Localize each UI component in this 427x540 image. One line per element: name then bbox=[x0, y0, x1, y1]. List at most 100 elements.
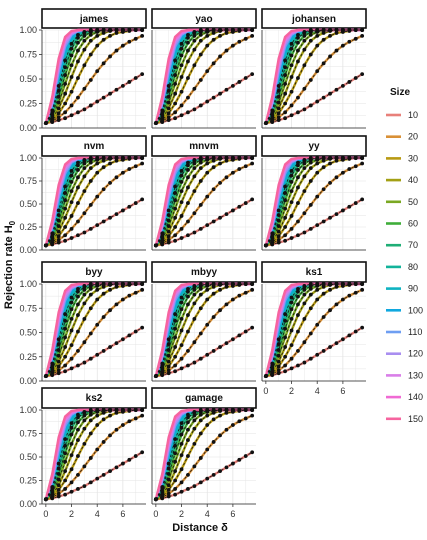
x-tick-label: 6 bbox=[230, 509, 235, 519]
y-axis-title-subscript: 0 bbox=[8, 220, 17, 225]
data-point bbox=[296, 33, 300, 37]
data-point bbox=[218, 161, 222, 166]
data-point bbox=[186, 420, 190, 425]
data-point bbox=[101, 37, 106, 42]
data-point bbox=[120, 461, 125, 466]
data-point bbox=[108, 282, 112, 286]
data-point bbox=[63, 469, 68, 473]
data-point bbox=[76, 286, 80, 291]
data-point bbox=[179, 295, 184, 300]
data-point bbox=[296, 76, 300, 80]
data-point bbox=[43, 121, 48, 125]
data-point bbox=[63, 116, 68, 121]
data-point bbox=[308, 179, 313, 183]
data-point bbox=[173, 206, 178, 211]
data-point bbox=[283, 326, 288, 331]
data-point bbox=[179, 307, 184, 312]
data-point bbox=[205, 413, 210, 418]
reference-line-30 bbox=[265, 283, 363, 377]
data-point bbox=[237, 39, 242, 44]
data-point bbox=[205, 43, 210, 48]
data-point bbox=[88, 282, 93, 286]
data-point bbox=[198, 38, 203, 43]
data-point bbox=[186, 313, 190, 317]
data-point bbox=[88, 408, 93, 412]
data-point bbox=[205, 352, 210, 357]
data-point bbox=[95, 423, 100, 427]
data-point bbox=[82, 157, 87, 162]
facet-panel-james: james 0.00 0.25 0.50 0.75 1.00 bbox=[19, 8, 147, 133]
data-point bbox=[63, 437, 68, 442]
data-point bbox=[302, 30, 307, 34]
data-point bbox=[276, 353, 281, 358]
data-point bbox=[347, 167, 352, 171]
data-point bbox=[218, 156, 222, 160]
reference-line-10 bbox=[45, 199, 143, 246]
data-point bbox=[76, 110, 80, 115]
data-point bbox=[166, 472, 171, 476]
data-point bbox=[56, 359, 61, 364]
data-point bbox=[101, 156, 106, 160]
data-point bbox=[328, 282, 332, 286]
data-point bbox=[315, 43, 320, 48]
data-point bbox=[95, 287, 100, 292]
data-point bbox=[114, 158, 119, 163]
data-point bbox=[69, 173, 74, 178]
data-point bbox=[302, 230, 307, 235]
data-point bbox=[224, 427, 229, 432]
data-point bbox=[308, 103, 313, 108]
data-point bbox=[186, 40, 190, 45]
data-point bbox=[192, 292, 197, 297]
data-point bbox=[179, 63, 184, 68]
data-point bbox=[302, 166, 307, 171]
data-point bbox=[186, 329, 190, 334]
facet-strip-label: mnvm bbox=[189, 141, 219, 152]
data-point bbox=[289, 63, 294, 68]
y-tick-label: 0.50 bbox=[19, 199, 37, 209]
data-point bbox=[69, 214, 74, 218]
data-point bbox=[160, 231, 165, 236]
data-point bbox=[296, 185, 300, 190]
y-tick-label: 0.25 bbox=[19, 476, 37, 486]
data-point bbox=[127, 80, 132, 84]
legend-label: 100 bbox=[408, 305, 423, 315]
data-point bbox=[63, 191, 68, 195]
data-point bbox=[140, 161, 145, 166]
data-point bbox=[69, 425, 74, 430]
data-point bbox=[308, 226, 313, 231]
data-point bbox=[230, 43, 235, 48]
data-point bbox=[88, 179, 93, 183]
data-point bbox=[283, 225, 288, 229]
data-point bbox=[95, 43, 100, 48]
data-point bbox=[166, 359, 171, 364]
data-point bbox=[283, 206, 288, 211]
data-point bbox=[63, 492, 68, 497]
data-point bbox=[82, 166, 87, 171]
data-point bbox=[296, 59, 300, 64]
data-point bbox=[179, 113, 184, 118]
data-point bbox=[347, 156, 352, 160]
reference-line-80 bbox=[45, 409, 143, 500]
data-point bbox=[186, 487, 190, 491]
data-point bbox=[347, 333, 352, 338]
y-tick-label: 1.00 bbox=[19, 405, 37, 415]
data-point bbox=[211, 417, 216, 422]
data-point bbox=[56, 234, 61, 239]
data-point bbox=[173, 326, 178, 331]
data-point bbox=[76, 76, 80, 80]
data-point bbox=[173, 65, 178, 70]
data-point bbox=[205, 69, 210, 74]
data-point bbox=[186, 233, 190, 238]
data-point bbox=[179, 236, 184, 240]
data-point bbox=[88, 412, 93, 417]
data-point bbox=[166, 94, 171, 99]
data-point bbox=[76, 420, 80, 425]
data-point bbox=[315, 28, 320, 32]
data-point bbox=[50, 361, 55, 366]
data-point bbox=[340, 156, 345, 160]
data-point bbox=[289, 173, 294, 178]
data-point bbox=[296, 302, 300, 307]
data-point bbox=[63, 184, 68, 189]
data-point bbox=[69, 63, 74, 68]
data-point bbox=[95, 33, 100, 38]
